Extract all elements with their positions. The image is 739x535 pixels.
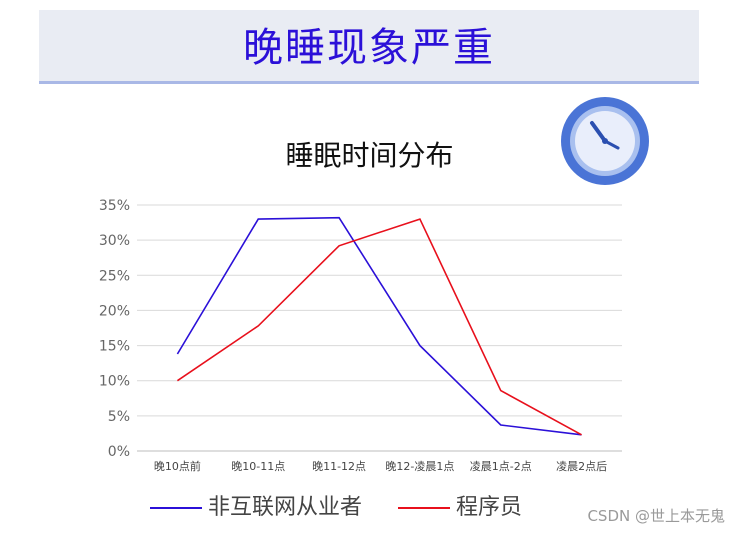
series-line-0: [176, 216, 582, 436]
x-tick-label: 晚12-凌晨1点: [385, 459, 454, 473]
y-axis-ticks: 0% 5% 10% 15% 20% 25% 30% 35%: [99, 198, 130, 460]
legend-label-programmer: 程序员: [456, 495, 523, 520]
x-axis-ticks: 晚10点前 晚10-11点 晚11-12点 晚12-凌晨1点 凌晨1点-2点 凌晨2点后: [154, 459, 607, 473]
x-tick-label: 晚10-11点: [231, 460, 285, 473]
clock-icon: [561, 97, 649, 185]
legend-swatch-programmer: [398, 507, 451, 509]
legend-item-programmer: 程序员: [398, 493, 522, 523]
chart-title: 睡眠时间分布: [285, 139, 454, 172]
y-tick-label: 10%: [99, 374, 130, 390]
series-lines: [176, 216, 582, 436]
y-tick-label: 20%: [99, 303, 130, 319]
legend: 非互联网从业者 程序员: [150, 490, 558, 526]
y-tick-label: 0%: [108, 444, 130, 460]
y-tick-label: 15%: [99, 339, 130, 355]
y-tick-label: 25%: [99, 268, 130, 284]
y-tick-label: 35%: [99, 198, 130, 214]
series-line-1: [176, 218, 582, 436]
x-tick-label: 晚10点前: [154, 459, 201, 473]
legend-item-non-internet: 非互联网从业者: [150, 493, 362, 523]
watermark: CSDN @世上本无鬼: [587, 507, 725, 525]
x-tick-label: 凌晨2点后: [556, 459, 607, 473]
y-tick-label: 30%: [99, 233, 130, 249]
x-tick-label: 晚11-12点: [312, 460, 366, 473]
y-tick-label: 5%: [108, 409, 130, 425]
page-title: 晚睡现象严重: [243, 25, 495, 71]
title-banner: 晚睡现象严重: [39, 10, 699, 84]
x-tick-label: 凌晨1点-2点: [470, 459, 532, 473]
legend-swatch-non-internet: [150, 507, 202, 509]
legend-label-non-internet: 非互联网从业者: [208, 495, 363, 520]
grid-lines: [137, 204, 622, 452]
